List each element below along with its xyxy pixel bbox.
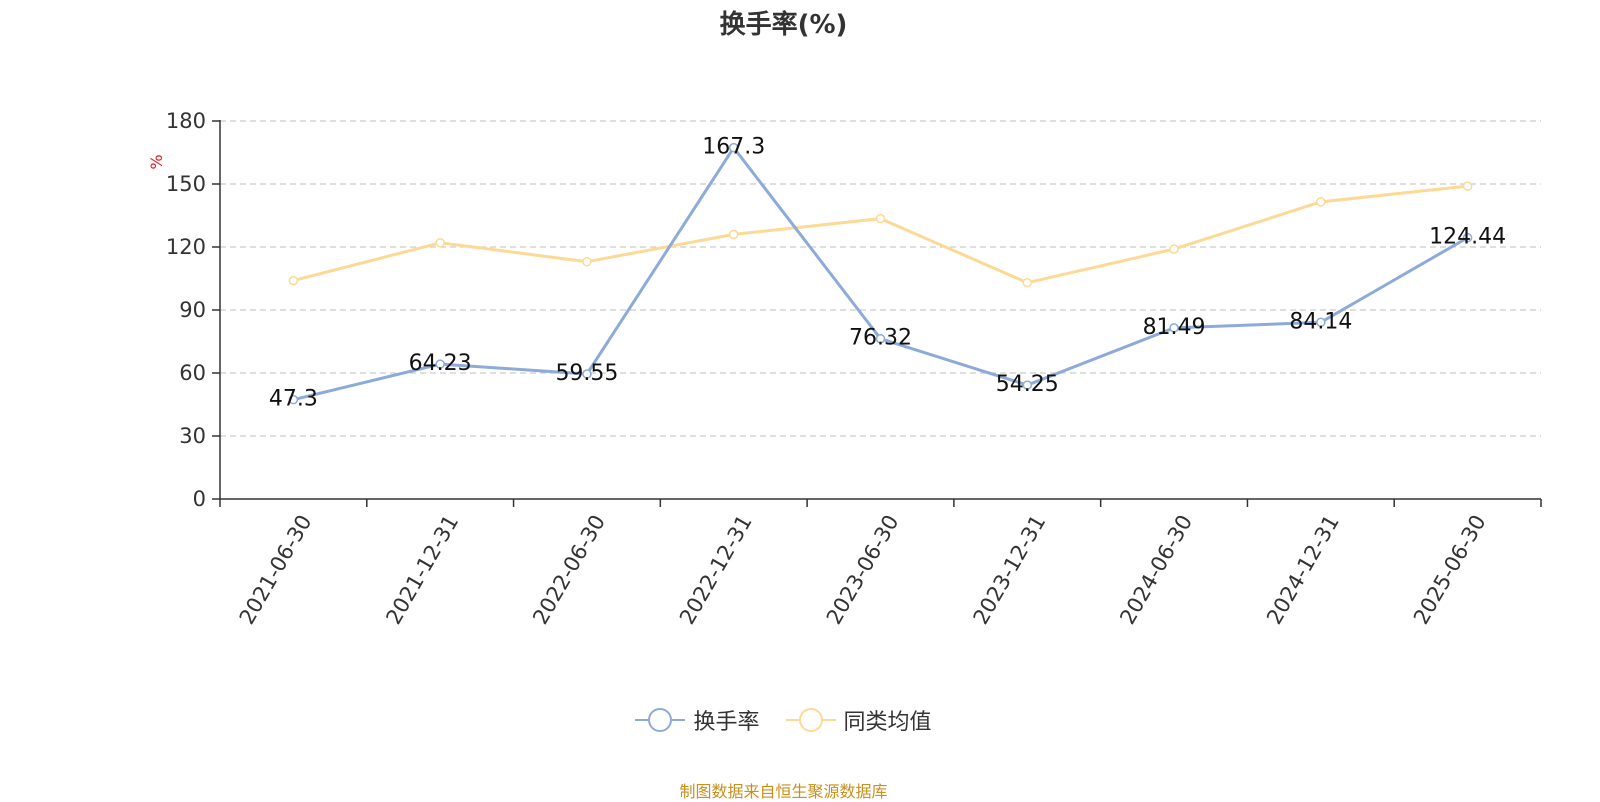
data-label: 59.55 bbox=[555, 361, 618, 386]
y-tick-label: 0 bbox=[193, 487, 206, 511]
x-tick-label: 2022-12-31 bbox=[675, 511, 757, 629]
series-lines bbox=[288, 142, 1473, 405]
legend-item-series-2[interactable]: 同类均值 bbox=[785, 704, 932, 736]
chart-title: 换手率(%) bbox=[719, 10, 848, 40]
series-2-point bbox=[875, 213, 886, 224]
series-2-line bbox=[293, 184, 1468, 285]
series-2-point bbox=[1169, 244, 1179, 254]
y-tick-label: 60 bbox=[179, 361, 206, 385]
y-axis-unit: % bbox=[147, 154, 166, 169]
series-2-point bbox=[728, 229, 739, 240]
legend-item-series-1[interactable]: 换手率 bbox=[635, 704, 760, 736]
series-1-point bbox=[1169, 323, 1179, 333]
data-label: 84.14 bbox=[1289, 309, 1352, 334]
grid-lines bbox=[220, 120, 1541, 437]
series-1-point bbox=[1316, 317, 1326, 328]
data-label: 64.23 bbox=[409, 351, 472, 376]
x-tick-label: 2023-06-30 bbox=[822, 511, 904, 629]
legend-label-series-2: 同类均值 bbox=[843, 710, 932, 735]
x-tick-label: 2022-06-30 bbox=[528, 511, 610, 629]
x-tick-label: 2024-06-30 bbox=[1115, 511, 1197, 629]
data-label: 47.3 bbox=[269, 387, 318, 412]
legend-label-series-1: 换手率 bbox=[693, 710, 760, 735]
x-tick-label: 2025-06-30 bbox=[1409, 511, 1491, 629]
data-label: 167.3 bbox=[702, 135, 765, 160]
y-tick-label: 30 bbox=[179, 424, 206, 448]
series-1-point bbox=[1022, 380, 1033, 390]
series-2-point bbox=[1316, 197, 1326, 207]
series-2-point bbox=[435, 238, 445, 248]
source-note: 制图数据来自恒生聚源数据库 bbox=[679, 782, 888, 801]
series-1-point bbox=[288, 394, 299, 405]
data-label: 54.25 bbox=[996, 372, 1059, 397]
legend-marker-series-2 bbox=[785, 708, 836, 732]
legend: 换手率 同类均值 bbox=[0, 704, 1567, 736]
x-tick-label: 2021-12-31 bbox=[381, 511, 463, 629]
series-2-point bbox=[582, 256, 592, 267]
series-1-point bbox=[875, 333, 886, 344]
y-tick-label: 150 bbox=[166, 172, 206, 196]
y-tick-label: 90 bbox=[179, 298, 206, 322]
series-1-point bbox=[1462, 232, 1473, 243]
axes: 0 30 60 90 120 150 180% 2021-06-30 2021-12-31 202… bbox=[147, 109, 1542, 629]
data-label: 81.49 bbox=[1143, 315, 1206, 340]
data-labels: 47.3 64.23 59.55 167.3 76.32 54.25 81.49 84.14 1… bbox=[269, 135, 1506, 412]
series-2-point bbox=[1462, 181, 1473, 191]
x-tick-label: 2023-12-31 bbox=[969, 511, 1051, 629]
data-label: 76.32 bbox=[849, 326, 912, 351]
series-1-point bbox=[435, 359, 445, 369]
y-tick-label: 180 bbox=[166, 109, 206, 133]
x-tick-label: 2021-06-30 bbox=[235, 511, 317, 629]
y-tick-label: 120 bbox=[166, 235, 206, 259]
legend-marker-series-1 bbox=[635, 708, 686, 732]
series-2-point bbox=[1022, 277, 1033, 288]
series-2-point bbox=[288, 275, 299, 286]
series-1-point bbox=[728, 142, 739, 153]
series-1-point bbox=[582, 369, 592, 379]
data-label: 124.44 bbox=[1429, 225, 1506, 250]
x-tick-label: 2024-12-31 bbox=[1262, 511, 1344, 629]
